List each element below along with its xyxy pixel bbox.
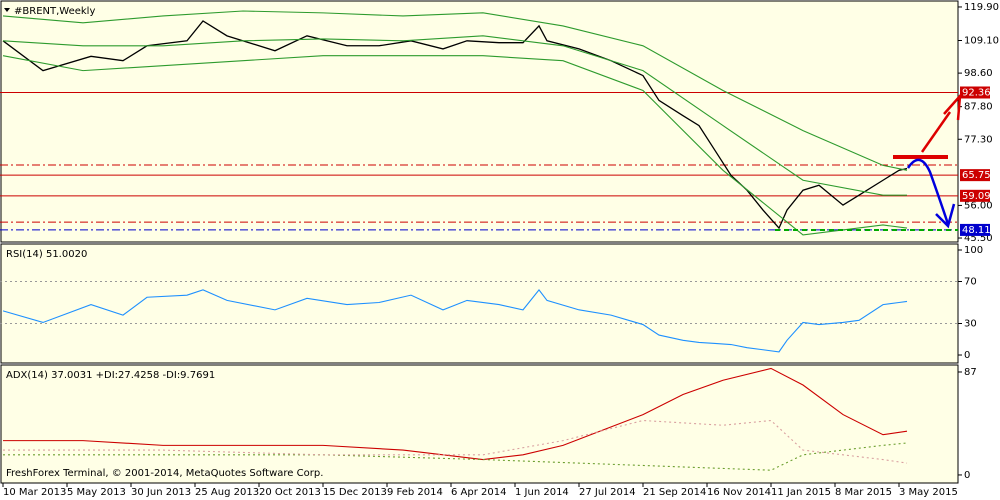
level-label: 65.75	[962, 170, 991, 181]
level-tag	[960, 169, 990, 182]
panel-title: ADX(14) 37.0031 +DI:27.4258 -DI:9.7691	[6, 370, 215, 381]
series-line	[2, 35, 907, 196]
series-line	[3, 367, 908, 461]
y-tick-label: 45.50	[964, 233, 993, 244]
credit: FreshForex Terminal, © 2001-2014, MetaQu…	[6, 468, 323, 479]
level-label: 48.11	[962, 225, 991, 236]
series-line	[3, 419, 908, 464]
y-tick-label: 56.00	[964, 200, 993, 211]
series-line	[2, 10, 908, 171]
level-tag	[960, 189, 990, 202]
x-tick-label: 9 Feb 2014	[387, 487, 443, 498]
y-tick-label: 119.90	[964, 2, 999, 13]
y-tick-label: 0	[964, 470, 970, 481]
level-label: 92.36	[962, 87, 991, 98]
level-tag	[960, 86, 990, 99]
x-tick-label: 1 Jun 2014	[515, 487, 569, 498]
up-arrow	[920, 111, 952, 153]
series-line	[2, 55, 908, 236]
y-tick-label: 70	[964, 276, 977, 287]
x-tick-label: 5 May 2013	[67, 487, 126, 498]
series-line	[2, 20, 908, 230]
menu-icon	[4, 8, 10, 12]
x-tick-label: 15 Dec 2013	[323, 487, 387, 498]
x-tick-label: 20 Oct 2013	[259, 487, 321, 498]
x-tick-label: 8 Mar 2015	[835, 487, 892, 498]
panel	[0, 0, 959, 243]
x-tick-label: 10 Mar 2013	[3, 487, 66, 498]
y-tick-label: 0	[964, 350, 970, 361]
y-tick-label: 98.60	[964, 68, 993, 79]
panel-title: #BRENT,Weekly	[14, 6, 95, 17]
x-tick-label: 6 Apr 2014	[451, 487, 506, 498]
y-tick-label: 30	[964, 319, 977, 330]
y-tick-label: 109.10	[964, 36, 999, 47]
panel	[0, 243, 959, 364]
x-tick-label: 30 Jun 2013	[131, 487, 191, 498]
x-tick-label: 27 Jul 2014	[579, 487, 636, 498]
level-tag	[960, 223, 990, 236]
down-arrow	[906, 158, 950, 225]
x-tick-label: 3 May 2015	[899, 487, 958, 498]
down-arrow-head	[935, 203, 956, 229]
y-tick-label: 100	[964, 245, 983, 256]
y-tick-label: 87.80	[964, 102, 993, 113]
up-arrow-head	[943, 92, 962, 121]
series-line	[3, 442, 908, 471]
level-label: 59.09	[962, 191, 991, 202]
x-tick-label: 11 Jan 2015	[771, 487, 831, 498]
x-tick-label: 21 Sep 2014	[643, 487, 706, 498]
y-tick-label: 77.30	[964, 134, 993, 145]
y-tick-label: 87	[964, 367, 977, 378]
panel-title: RSI(14) 51.0020	[6, 249, 87, 260]
panel	[0, 364, 959, 484]
x-tick-label: 25 Aug 2013	[195, 487, 259, 498]
x-tick-label: 16 Nov 2014	[707, 487, 771, 498]
series-line	[2, 289, 908, 353]
